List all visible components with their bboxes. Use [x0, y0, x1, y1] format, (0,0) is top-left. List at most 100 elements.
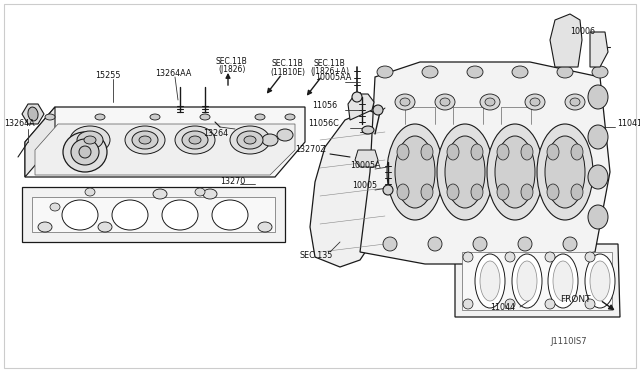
- Ellipse shape: [95, 114, 105, 120]
- Polygon shape: [32, 197, 275, 232]
- Text: 13264A: 13264A: [4, 119, 35, 128]
- Ellipse shape: [98, 222, 112, 232]
- Ellipse shape: [512, 254, 542, 308]
- Ellipse shape: [383, 237, 397, 251]
- Ellipse shape: [525, 94, 545, 110]
- Polygon shape: [310, 110, 393, 267]
- Ellipse shape: [203, 189, 217, 199]
- Ellipse shape: [70, 126, 110, 154]
- Ellipse shape: [421, 144, 433, 160]
- Ellipse shape: [518, 237, 532, 251]
- Ellipse shape: [585, 252, 595, 262]
- Ellipse shape: [437, 124, 493, 220]
- Ellipse shape: [38, 222, 52, 232]
- Ellipse shape: [189, 136, 201, 144]
- Text: 11056C: 11056C: [308, 119, 339, 128]
- Text: (11B10E): (11B10E): [270, 67, 305, 77]
- Ellipse shape: [28, 107, 38, 121]
- Polygon shape: [462, 252, 612, 310]
- Ellipse shape: [85, 188, 95, 196]
- Polygon shape: [22, 104, 44, 124]
- Ellipse shape: [262, 134, 278, 146]
- Ellipse shape: [592, 66, 608, 78]
- Ellipse shape: [497, 144, 509, 160]
- Ellipse shape: [547, 184, 559, 200]
- Ellipse shape: [63, 132, 107, 172]
- Ellipse shape: [547, 144, 559, 160]
- Ellipse shape: [182, 131, 208, 149]
- Text: SEC.11B: SEC.11B: [313, 60, 345, 68]
- Ellipse shape: [285, 114, 295, 120]
- Ellipse shape: [545, 299, 555, 309]
- Ellipse shape: [517, 261, 537, 301]
- Ellipse shape: [153, 189, 167, 199]
- Ellipse shape: [473, 237, 487, 251]
- Ellipse shape: [175, 126, 215, 154]
- Ellipse shape: [195, 188, 205, 196]
- Ellipse shape: [71, 139, 99, 165]
- Ellipse shape: [400, 98, 410, 106]
- Polygon shape: [455, 244, 620, 317]
- Ellipse shape: [463, 299, 473, 309]
- Ellipse shape: [112, 200, 148, 230]
- Text: 10006: 10006: [570, 28, 595, 36]
- Ellipse shape: [244, 136, 256, 144]
- Text: 10005A: 10005A: [350, 160, 381, 170]
- Ellipse shape: [125, 126, 165, 154]
- Ellipse shape: [150, 114, 160, 120]
- Text: FRONT: FRONT: [560, 295, 591, 305]
- Text: 13270Z: 13270Z: [295, 145, 326, 154]
- Ellipse shape: [397, 144, 409, 160]
- Ellipse shape: [537, 124, 593, 220]
- Ellipse shape: [255, 114, 265, 120]
- Text: 13264AA: 13264AA: [155, 68, 191, 77]
- Ellipse shape: [565, 94, 585, 110]
- Polygon shape: [590, 32, 608, 67]
- Ellipse shape: [545, 252, 555, 262]
- Ellipse shape: [585, 254, 615, 308]
- Text: (J1826+A): (J1826+A): [310, 67, 349, 77]
- Ellipse shape: [440, 98, 450, 106]
- Ellipse shape: [495, 136, 535, 208]
- Ellipse shape: [395, 136, 435, 208]
- Polygon shape: [22, 187, 285, 242]
- Ellipse shape: [588, 165, 608, 189]
- Ellipse shape: [521, 184, 533, 200]
- Text: 11041: 11041: [617, 119, 640, 128]
- Polygon shape: [25, 107, 305, 177]
- Text: 13270: 13270: [220, 177, 245, 186]
- Ellipse shape: [212, 200, 248, 230]
- Polygon shape: [348, 94, 374, 120]
- Ellipse shape: [132, 131, 158, 149]
- Ellipse shape: [421, 184, 433, 200]
- Ellipse shape: [79, 146, 91, 158]
- Ellipse shape: [471, 184, 483, 200]
- Ellipse shape: [588, 205, 608, 229]
- Ellipse shape: [352, 92, 362, 102]
- Text: 11056: 11056: [312, 102, 337, 110]
- Text: 13264: 13264: [203, 129, 228, 138]
- Ellipse shape: [487, 124, 543, 220]
- Ellipse shape: [139, 136, 151, 144]
- Ellipse shape: [497, 184, 509, 200]
- Text: 10005: 10005: [352, 182, 377, 190]
- Ellipse shape: [397, 184, 409, 200]
- Text: SEC.11B: SEC.11B: [215, 58, 247, 67]
- Ellipse shape: [553, 261, 573, 301]
- Ellipse shape: [428, 237, 442, 251]
- Text: 10005AA: 10005AA: [315, 74, 351, 83]
- Ellipse shape: [200, 114, 210, 120]
- Ellipse shape: [570, 98, 580, 106]
- Ellipse shape: [480, 94, 500, 110]
- Ellipse shape: [447, 144, 459, 160]
- Ellipse shape: [475, 254, 505, 308]
- Ellipse shape: [585, 299, 595, 309]
- Ellipse shape: [571, 184, 583, 200]
- Ellipse shape: [45, 114, 55, 120]
- Ellipse shape: [521, 144, 533, 160]
- Polygon shape: [550, 14, 582, 67]
- Ellipse shape: [50, 203, 60, 211]
- Text: SEC.135: SEC.135: [300, 251, 333, 260]
- Ellipse shape: [377, 66, 393, 78]
- Ellipse shape: [230, 126, 270, 154]
